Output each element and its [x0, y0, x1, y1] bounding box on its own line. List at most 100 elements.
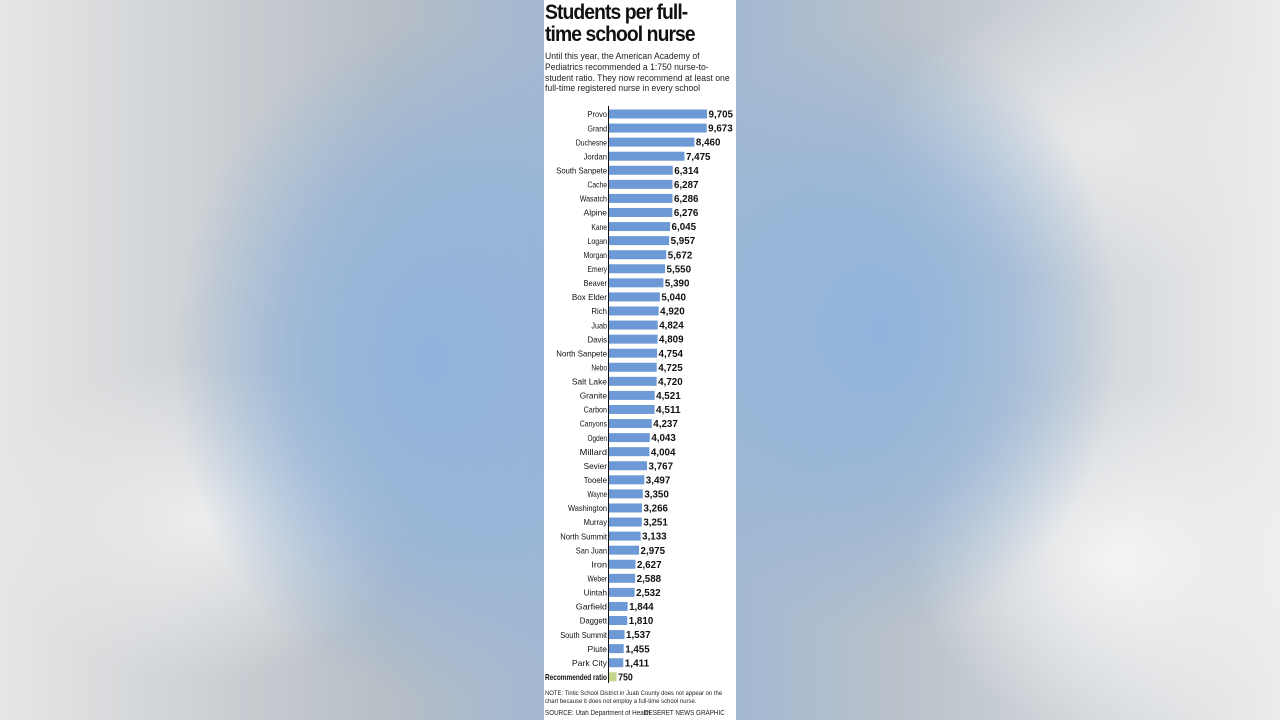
category-label: Garfield: [576, 602, 608, 612]
category-label: Duchesne: [576, 137, 607, 147]
value-label: 3,251: [643, 518, 668, 529]
value-label: 750: [618, 672, 633, 683]
bar: [609, 264, 666, 274]
value-label: 5,040: [661, 293, 686, 304]
bar: [609, 165, 673, 175]
bar: [609, 644, 624, 654]
bar: [609, 320, 658, 330]
value-label: 6,287: [674, 180, 699, 191]
chart-credit: DESERET NEWS GRAPHIC: [644, 710, 725, 717]
category-label: Washington: [568, 503, 607, 513]
recommended-ratio-bar: [609, 672, 617, 682]
bar: [609, 404, 655, 414]
category-label: Salt Lake: [572, 377, 607, 387]
value-label: 4,521: [656, 391, 681, 402]
recommended-ratio-label: Recommended ratio: [545, 672, 607, 682]
bar: [609, 348, 658, 358]
bar: [609, 630, 625, 640]
value-label: 3,133: [642, 532, 667, 543]
bar: [609, 222, 671, 232]
bar: [609, 236, 670, 246]
category-label: Wasatch: [580, 194, 608, 204]
category-label: Jordan: [584, 151, 608, 161]
bar: [609, 207, 673, 217]
value-label: 4,511: [656, 405, 681, 416]
bar: [609, 292, 660, 302]
bar: [609, 433, 650, 443]
category-label: Ogden: [588, 433, 608, 443]
category-label: Park City: [572, 658, 608, 668]
category-label: North Sanpete: [556, 348, 607, 358]
category-label: Cache: [588, 180, 608, 190]
bar: [609, 601, 628, 611]
bar: [609, 278, 664, 288]
value-label: 4,824: [659, 321, 684, 332]
category-label: Beaver: [584, 278, 608, 288]
value-label: 4,004: [651, 447, 676, 458]
bar: [609, 616, 628, 626]
bar: [609, 461, 648, 471]
value-label: 5,672: [668, 250, 693, 261]
bar: [609, 179, 673, 189]
value-label: 4,720: [658, 377, 683, 388]
category-label: Wayne: [588, 489, 608, 499]
bar: [609, 658, 624, 668]
value-label: 1,411: [625, 658, 650, 669]
category-label: Sevier: [584, 461, 608, 471]
value-label: 3,497: [646, 475, 671, 486]
category-label: Juab: [591, 320, 607, 330]
value-label: 1,844: [629, 602, 654, 613]
bar: [609, 306, 659, 316]
value-label: 7,475: [686, 152, 711, 163]
value-label: 6,314: [674, 166, 699, 177]
bar-chart: Provo 9,705 Grand 9,673 Duchesne 8,460 Jordan 7…: [545, 106, 733, 683]
category-label: North Summit: [560, 531, 607, 541]
category-label: South Sanpete: [556, 165, 607, 175]
value-label: 8,460: [696, 138, 721, 149]
bar: [609, 362, 657, 372]
value-label: 1,537: [626, 630, 651, 641]
bar: [609, 376, 657, 386]
value-label: 3,266: [643, 504, 668, 515]
category-label: Canyons: [580, 419, 607, 429]
bar: [609, 559, 636, 569]
value-label: 2,975: [641, 546, 666, 557]
category-label: Iron: [591, 559, 607, 569]
value-label: 6,276: [674, 208, 699, 219]
value-label: 4,725: [658, 363, 683, 374]
category-label: Carbon: [584, 405, 608, 415]
value-label: 1,810: [629, 616, 654, 627]
value-label: 5,390: [665, 278, 690, 289]
bar: [609, 193, 673, 203]
category-label: Rich: [591, 306, 607, 316]
category-label: Alpine: [584, 208, 608, 218]
category-label: Logan: [588, 236, 608, 246]
bar: [609, 123, 707, 133]
bar: [609, 419, 652, 429]
value-label: 3,767: [649, 461, 674, 472]
bar: [609, 447, 650, 457]
category-label: Davis: [588, 334, 608, 344]
bar: [609, 531, 641, 541]
value-label: 4,809: [659, 335, 684, 346]
value-label: 4,920: [660, 307, 685, 318]
category-label: Provo: [588, 109, 608, 119]
value-label: 2,627: [637, 560, 662, 571]
value-label: 9,673: [708, 124, 733, 135]
category-label: Piute: [588, 644, 608, 654]
value-label: 4,754: [659, 349, 684, 360]
bar: [609, 151, 685, 161]
bar: [609, 489, 643, 499]
category-label: Tooele: [584, 475, 608, 485]
value-label: 1,455: [625, 644, 650, 655]
bars-layer: Provo 9,705 Grand 9,673 Duchesne 8,460 Jordan 7…: [545, 109, 733, 683]
value-label: 5,957: [671, 236, 696, 247]
bar: [609, 334, 658, 344]
value-label: 9,705: [709, 110, 734, 121]
value-label: 6,286: [674, 194, 699, 205]
value-label: 2,532: [636, 588, 661, 599]
category-label: Emery: [588, 264, 608, 274]
category-label: Kane: [591, 222, 607, 232]
category-label: Granite: [580, 391, 608, 401]
category-label: Uintah: [584, 588, 608, 598]
